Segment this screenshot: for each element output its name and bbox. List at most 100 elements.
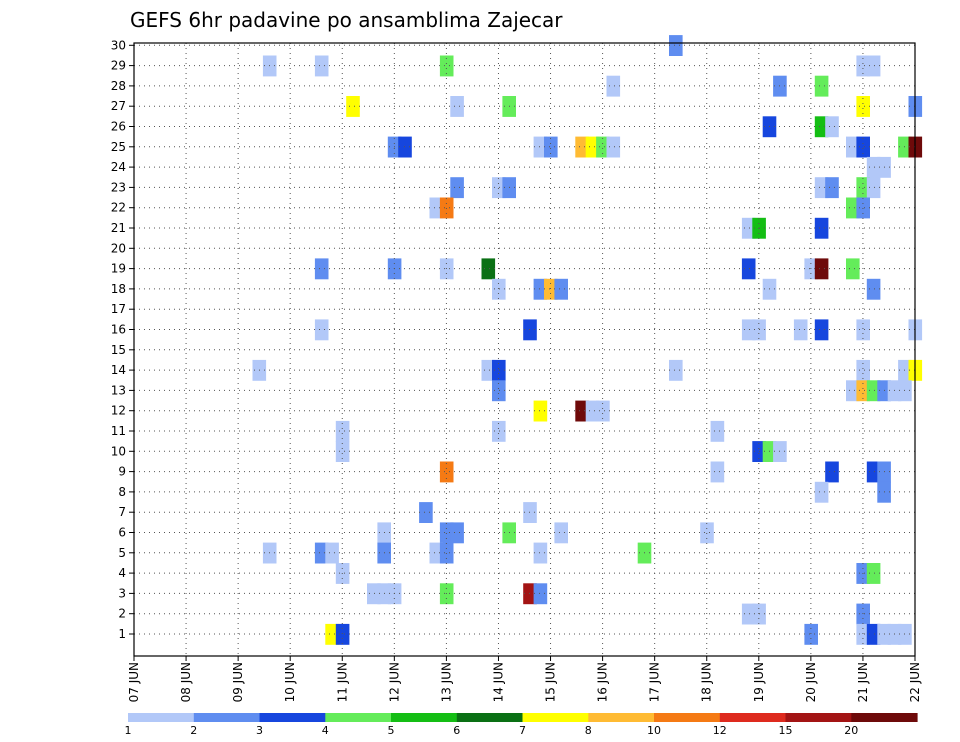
data-cell bbox=[856, 177, 870, 199]
colorbar-label: 1 bbox=[125, 724, 132, 737]
x-axis: 07 JUN 08 JUN 09 JUN 10 JUN 11 JUN 12 JUN 13 J… bbox=[127, 656, 922, 702]
y-tick-label: 16 bbox=[111, 323, 126, 337]
data-cell bbox=[481, 359, 496, 381]
data-cell bbox=[866, 156, 881, 178]
x-tick-label: 11 JUN bbox=[335, 662, 349, 702]
data-cell bbox=[866, 55, 881, 77]
data-cell bbox=[450, 96, 464, 117]
y-tick-label: 17 bbox=[111, 302, 126, 316]
data-cell bbox=[325, 623, 339, 645]
x-tick-label: 19 JUN bbox=[752, 662, 766, 702]
x-tick-label: 17 JUN bbox=[648, 662, 662, 702]
data-cell bbox=[866, 278, 881, 300]
data-cell bbox=[741, 603, 756, 625]
data-cell bbox=[846, 197, 860, 219]
colorbar-label: 7 bbox=[519, 724, 526, 737]
colorbar-segment bbox=[193, 713, 261, 722]
colorbar-label: 3 bbox=[256, 724, 263, 737]
data-cell bbox=[825, 116, 839, 138]
data-cell bbox=[669, 359, 683, 381]
colorbar-segment bbox=[522, 713, 589, 722]
data-cell bbox=[846, 380, 860, 402]
data-cell bbox=[606, 75, 621, 97]
colorbar: 1 2 3 4 5 6 7 8 10 12 15 20 bbox=[125, 713, 918, 737]
data-cell bbox=[544, 136, 558, 158]
data-cell bbox=[846, 136, 860, 158]
data-cell bbox=[846, 258, 860, 280]
y-tick-label: 30 bbox=[111, 38, 126, 52]
y-tick-label: 20 bbox=[111, 241, 126, 255]
data-cell bbox=[866, 380, 881, 402]
x-tick-label: 08 JUN bbox=[179, 662, 193, 702]
x-tick-label: 20 JUN bbox=[804, 662, 818, 702]
x-tick-label: 22 JUN bbox=[908, 662, 922, 702]
y-tick-label: 27 bbox=[111, 99, 126, 113]
data-cell bbox=[346, 96, 360, 117]
y-tick-label: 14 bbox=[111, 363, 126, 377]
data-cell bbox=[492, 359, 506, 381]
data-cell bbox=[492, 380, 506, 402]
x-tick-label: 12 JUN bbox=[387, 662, 401, 702]
x-tick-label: 14 JUN bbox=[491, 662, 505, 702]
y-tick-label: 21 bbox=[111, 221, 126, 235]
data-cell bbox=[669, 35, 683, 56]
colorbar-label: 2 bbox=[190, 724, 197, 737]
y-tick-label: 23 bbox=[111, 180, 126, 194]
data-cell bbox=[439, 461, 454, 483]
data-cell bbox=[856, 380, 870, 402]
y-tick-label: 8 bbox=[118, 485, 126, 499]
colorbar-segment bbox=[259, 713, 326, 722]
data-cell bbox=[533, 400, 548, 422]
y-tick-label: 19 bbox=[111, 262, 126, 276]
data-cell bbox=[450, 177, 464, 199]
y-tick-label: 2 bbox=[118, 607, 126, 621]
chart-grid bbox=[134, 43, 915, 656]
data-cell bbox=[575, 136, 589, 158]
data-cell bbox=[741, 217, 756, 239]
data-cell bbox=[596, 400, 610, 422]
y-tick-label: 26 bbox=[111, 120, 126, 134]
data-cell bbox=[825, 177, 839, 199]
data-cell bbox=[866, 563, 881, 584]
data-cell bbox=[585, 400, 600, 422]
data-cell bbox=[793, 319, 808, 341]
data-cell bbox=[814, 177, 829, 199]
x-tick-label: 18 JUN bbox=[700, 662, 714, 702]
colorbar-segment bbox=[456, 713, 524, 722]
data-cell bbox=[439, 55, 454, 77]
y-tick-label: 22 bbox=[111, 201, 126, 215]
data-cell bbox=[335, 420, 350, 442]
data-cell bbox=[314, 319, 329, 341]
y-tick-label: 1 bbox=[118, 627, 126, 641]
colorbar-label: 12 bbox=[713, 724, 727, 737]
colorbar-segment bbox=[785, 713, 852, 722]
data-cell bbox=[741, 258, 756, 280]
data-cell bbox=[439, 522, 454, 544]
data-cell bbox=[856, 55, 870, 77]
y-axis: 1234567891011121314151617181920212223242… bbox=[111, 38, 134, 641]
y-tick-label: 4 bbox=[118, 566, 126, 580]
data-cell bbox=[585, 136, 600, 158]
data-cell bbox=[554, 522, 568, 544]
colorbar-label: 8 bbox=[585, 724, 592, 737]
colorbar-segment bbox=[851, 713, 918, 722]
data-cell bbox=[481, 258, 496, 280]
colorbar-label: 10 bbox=[647, 724, 661, 737]
data-cell bbox=[554, 278, 568, 300]
y-tick-label: 18 bbox=[111, 282, 126, 296]
colorbar-label: 4 bbox=[322, 724, 329, 737]
y-tick-label: 13 bbox=[111, 383, 126, 397]
data-cell bbox=[533, 278, 548, 300]
data-cell bbox=[335, 441, 350, 462]
y-tick-label: 11 bbox=[111, 424, 126, 438]
data-cell bbox=[533, 542, 548, 564]
data-cell bbox=[814, 481, 829, 503]
x-tick-label: 16 JUN bbox=[596, 662, 610, 702]
data-cell bbox=[533, 583, 548, 605]
x-tick-label: 13 JUN bbox=[439, 662, 453, 702]
data-cell bbox=[314, 55, 329, 77]
data-cell bbox=[856, 623, 870, 645]
data-cell bbox=[814, 319, 829, 341]
data-cell bbox=[814, 258, 829, 280]
data-cell bbox=[856, 96, 870, 117]
